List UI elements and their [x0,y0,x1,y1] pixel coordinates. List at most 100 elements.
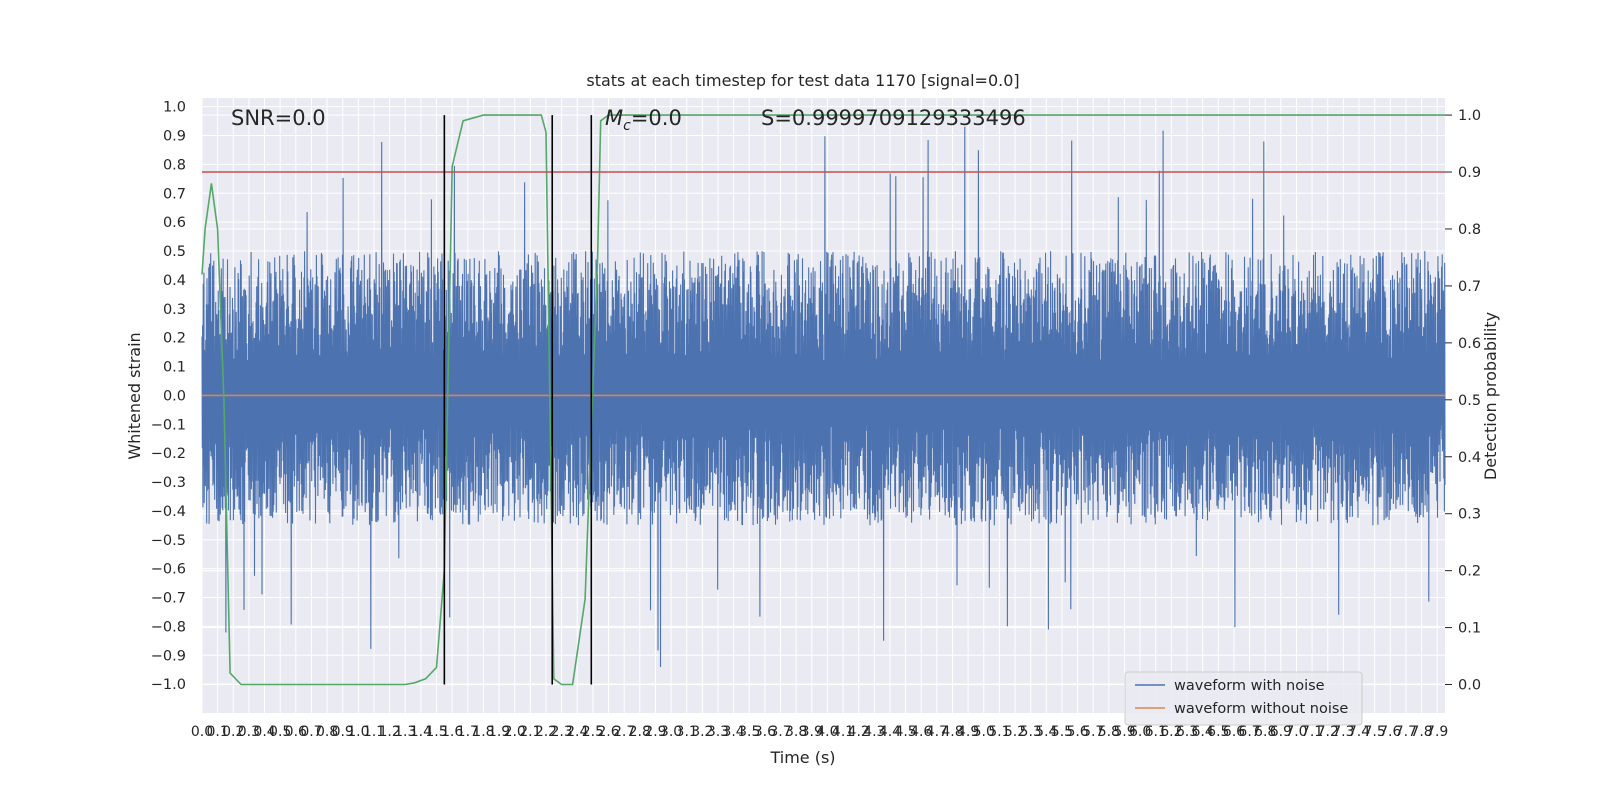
y-tick-label: −0.3 [151,475,186,491]
x-axis-label: Time (s) [769,748,835,767]
x-tick-label: 3.7 [769,724,791,740]
x-tick-label: 5.4 [1035,724,1057,740]
x-tick-label: 6.2 [1160,724,1182,740]
y-tick-label: 0.3 [163,302,186,318]
x-tick-label: 5.9 [1113,724,1135,740]
y-tick-label: −0.8 [151,619,186,635]
x-tick-label: 1.8 [472,724,494,740]
y-tick-label: 1.0 [163,100,186,116]
y-tick-label: −1.0 [151,677,186,693]
x-tick-label: 0.3 [238,724,260,740]
y-axis-label: Whitened strain [125,332,144,459]
x-tick-label: 1.6 [441,724,463,740]
x-tick-label: 5.6 [1066,724,1088,740]
x-tick-label: 5.2 [1004,724,1026,740]
x-tick-label: 3.5 [738,724,760,740]
mc-subscript: c [623,118,631,134]
y-tick-label: −0.9 [151,648,186,664]
y-tick-label: 0.6 [163,215,186,231]
x-tick-label: 6.5 [1207,724,1229,740]
x-tick-label: 1.0 [347,724,369,740]
x-tick-label: 4.6 [910,724,932,740]
x-tick-label: 0.0 [191,724,213,740]
y2-tick-label: 0.7 [1458,279,1481,295]
x-tick-label: 3.6 [754,724,776,740]
x-tick-label: 6.1 [1145,724,1167,740]
x-tick-label: 0.6 [285,724,307,740]
marker-lines [443,115,593,685]
x-tick-labels: 0.00.10.20.30.40.50.60.70.80.91.01.11.21… [191,724,1448,740]
x-tick-label: 7.6 [1379,724,1401,740]
x-tick-label: 2.8 [629,724,651,740]
x-tick-label: 6.7 [1238,724,1260,740]
series-waveform-with-noise [201,126,1446,668]
y-tick-label: −0.4 [151,504,186,520]
x-tick-label: 0.2 [222,724,244,740]
x-tick-label: 1.5 [425,724,447,740]
y-tick-label: 0.2 [163,331,186,347]
x-tick-label: 4.8 [941,724,963,740]
x-tick-label: 5.1 [988,724,1010,740]
x-tick-label: 0.4 [253,724,275,740]
x-tick-label: 7.0 [1285,724,1307,740]
y2-tick-label: 0.0 [1458,678,1481,694]
x-tick-label: 7.4 [1348,724,1370,740]
mc-value: =0.0 [631,106,682,130]
x-tick-label: 1.7 [457,724,479,740]
x-tick-label: 3.8 [785,724,807,740]
x-tick-label: 3.1 [676,724,698,740]
y-tick-label: 0.7 [163,186,186,202]
legend-label-clean: waveform without noise [1174,701,1348,717]
x-tick-label: 4.1 [832,724,854,740]
x-tick-label: 6.3 [1176,724,1198,740]
x-tick-label: 1.4 [410,724,432,740]
x-tick-label: 2.0 [504,724,526,740]
x-tick-label: 6.6 [1223,724,1245,740]
y-tick-label: 0.9 [163,129,186,145]
y2-tick-label: 0.4 [1458,450,1481,466]
snr-annotation: SNR=0.0 [231,106,326,130]
y2-tick-label: 0.2 [1458,564,1481,580]
y-tick-label: 0.0 [163,388,186,404]
x-tick-label: 3.3 [707,724,729,740]
x-tick-label: 6.4 [1192,724,1214,740]
x-tick-label: 2.1 [519,724,541,740]
x-tick-label: 4.9 [957,724,979,740]
x-tick-label: 6.0 [1129,724,1151,740]
x-tick-label: 3.4 [722,724,744,740]
y2-tick-label: 0.8 [1458,222,1481,238]
y2-tick-label: 0.6 [1458,336,1481,352]
x-tick-label: 7.8 [1410,724,1432,740]
y2-tick-label: 0.5 [1458,393,1481,409]
x-tick-label: 7.9 [1426,724,1448,740]
x-tick-label: 5.8 [1098,724,1120,740]
x-tick-label: 4.7 [926,724,948,740]
legend: waveform with noise waveform without noi… [1124,671,1363,726]
x-tick-label: 2.2 [535,724,557,740]
x-tick-label: 1.9 [488,724,510,740]
y-tick-label: −0.7 [151,591,186,607]
x-tick-label: 2.6 [597,724,619,740]
x-tick-label: 1.3 [394,724,416,740]
legend-box [1124,671,1363,726]
x-tick-label: 6.9 [1270,724,1292,740]
y-tick-label: 0.4 [163,273,186,289]
x-tick-label: 0.1 [207,724,229,740]
x-tick-label: 2.3 [550,724,572,740]
x-tick-label: 5.3 [1020,724,1042,740]
x-tick-label: 2.5 [582,724,604,740]
y-tick-label: −0.5 [151,533,186,549]
y2-tick-label: 0.1 [1458,621,1481,637]
x-tick-label: 4.3 [863,724,885,740]
y-tick-labels: 1.0 0.9 0.8 0.7 0.6 0.5 0.4 0.3 0.2 0.1 0.0 −0.1 −0.… [151,100,186,693]
y2-tick-label: 1.0 [1458,108,1481,124]
x-tick-label: 1.1 [363,724,385,740]
y-tick-label: 0.5 [163,244,186,260]
x-tick-label: 4.2 [848,724,870,740]
y-tick-label: 0.8 [163,157,186,173]
x-tick-label: 2.9 [644,724,666,740]
x-tick-label: 4.4 [879,724,901,740]
x-tick-label: 7.1 [1301,724,1323,740]
x-tick-label: 5.5 [1051,724,1073,740]
